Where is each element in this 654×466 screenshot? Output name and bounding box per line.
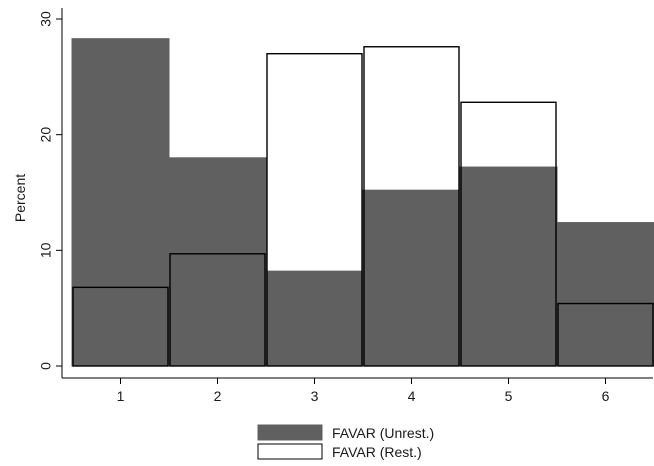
bar-unrest-4 [362, 189, 461, 367]
legend-swatch-unrest [257, 424, 323, 441]
x-tick-label-5: 5 [505, 388, 513, 404]
x-tick-label-6: 6 [602, 388, 610, 404]
y-tick-label-0: 0 [38, 362, 54, 370]
x-tick-label-3: 3 [311, 388, 319, 404]
legend-label-unrest: FAVAR (Unrest.) [332, 425, 434, 441]
bar-unrest-6 [556, 222, 654, 367]
x-tick-label-4: 4 [408, 388, 416, 404]
series-unrest-bars [71, 38, 654, 367]
bar-unrest-1 [71, 38, 170, 367]
legend-swatch-rest [257, 443, 323, 460]
series-rest-bars [72, 46, 654, 367]
y-tick-label-20: 20 [38, 127, 54, 143]
bar-rest-1 [72, 286, 169, 367]
legend: FAVAR (Unrest.) FAVAR (Rest.) [257, 424, 434, 460]
bar-unrest-3 [265, 270, 364, 367]
legend-label-rest: FAVAR (Rest.) [332, 444, 422, 460]
bar-unrest-5 [459, 166, 558, 367]
x-tick-label-2: 2 [214, 388, 222, 404]
bar-rest-3 [266, 53, 363, 367]
bar-unrest-2 [168, 157, 267, 367]
y-axis-title: Percent [12, 174, 28, 222]
y-tick-label-10: 10 [38, 242, 54, 258]
x-tick-label-1: 1 [117, 388, 125, 404]
bar-rest-6 [557, 302, 654, 367]
y-tick-label-30: 30 [38, 11, 54, 27]
bar-rest-2 [169, 253, 266, 367]
axes: 0 10 20 30 1 2 3 4 5 6 [38, 8, 653, 404]
bar-rest-4 [363, 46, 460, 367]
bar-rest-5 [460, 101, 557, 367]
